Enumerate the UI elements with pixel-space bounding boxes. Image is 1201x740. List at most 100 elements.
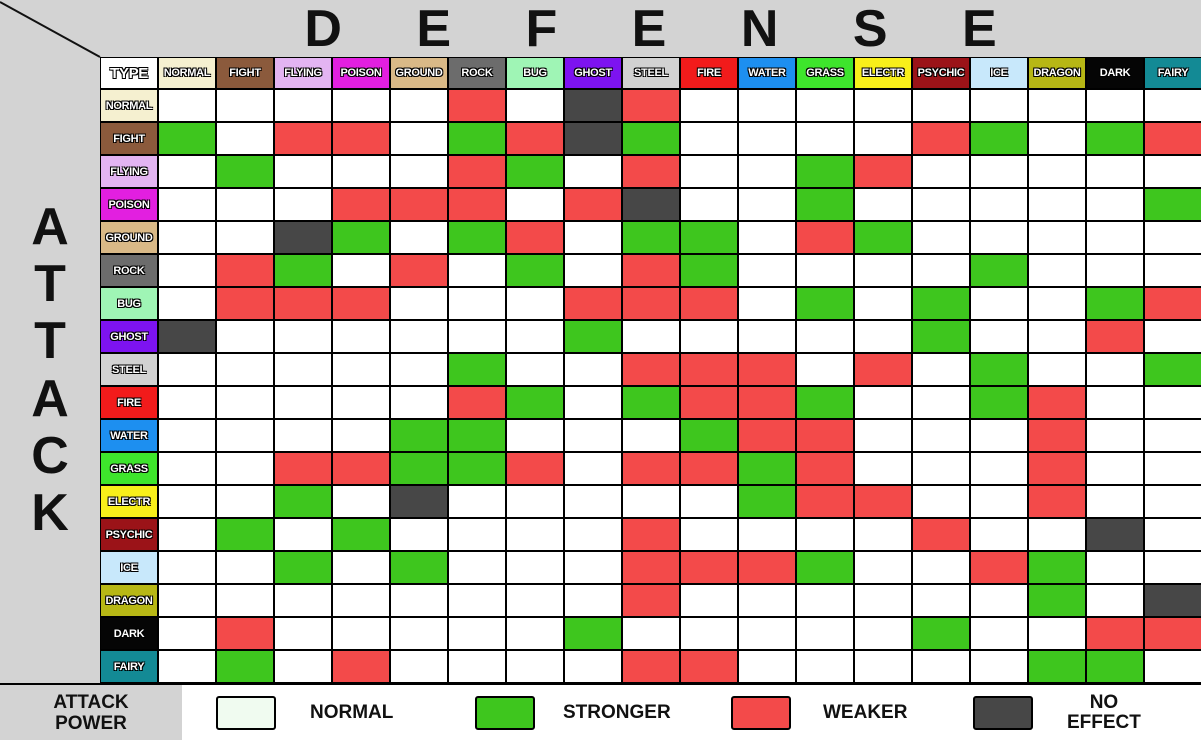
attack-header-rock: ROCK [101, 255, 157, 286]
matchup-cell-normal [391, 585, 447, 616]
attack-header-ghost: GHOST [101, 321, 157, 352]
legend-title-line: POWER [55, 712, 127, 734]
matchup-cell-normal [565, 552, 621, 583]
attack-header-electr: ELECTR [101, 486, 157, 517]
matchup-cell-stronger [275, 552, 331, 583]
matchup-cell-normal [1087, 585, 1143, 616]
matchup-cell-weaker [623, 552, 679, 583]
matchup-cell-normal [1145, 519, 1201, 550]
matchup-cell-weaker [913, 123, 969, 154]
matchup-cell-normal [681, 321, 737, 352]
attack-header-ice: ICE [101, 552, 157, 583]
matchup-cell-normal [449, 618, 505, 649]
matchup-cell-normal [913, 420, 969, 451]
matchup-cell-weaker [275, 288, 331, 319]
matchup-cell-normal [217, 585, 273, 616]
matchup-cell-normal [913, 387, 969, 418]
corner-diagonal-line [0, 1, 101, 58]
matchup-cell-stronger [449, 420, 505, 451]
matchup-cell-stronger [449, 123, 505, 154]
matchup-cell-normal [391, 387, 447, 418]
matchup-cell-weaker [449, 156, 505, 187]
matchup-cell-weaker [1145, 123, 1201, 154]
matchup-cell-stronger [797, 552, 853, 583]
matchup-cell-normal [217, 387, 273, 418]
matchup-cell-normal [565, 156, 621, 187]
defense-header-ice: ICE [971, 58, 1027, 88]
legend-swatch-weaker [731, 695, 791, 730]
matchup-cell-normal [855, 552, 911, 583]
matchup-cell-normal [217, 189, 273, 220]
legend-label-stronger: STRONGER [563, 701, 671, 723]
matchup-cell-stronger [1029, 585, 1085, 616]
matchup-cell-normal [797, 354, 853, 385]
matchup-cell-normal [913, 354, 969, 385]
matchup-cell-weaker [333, 123, 389, 154]
matchup-cell-normal [391, 618, 447, 649]
legend-label-no-effect: NO EFFECT [1067, 692, 1141, 733]
matchup-cell-stronger [971, 387, 1027, 418]
defense-header-ground: GROUND [391, 58, 447, 88]
matchup-cell-normal [507, 189, 563, 220]
matchup-cell-normal [855, 189, 911, 220]
matchup-cell-normal [275, 585, 331, 616]
matchup-cell-weaker [507, 453, 563, 484]
matchup-cell-weaker [623, 651, 679, 682]
matchup-cell-normal [507, 651, 563, 682]
matchup-cell-stronger [1087, 123, 1143, 154]
matchup-cell-no-effect [1087, 519, 1143, 550]
matchup-cell-normal [275, 387, 331, 418]
matchup-cell-normal [913, 90, 969, 121]
matchup-cell-normal [797, 123, 853, 154]
matchup-cell-no-effect [565, 90, 621, 121]
matchup-cell-weaker [507, 222, 563, 253]
matchup-cell-normal [275, 519, 331, 550]
matchup-cell-stronger [623, 387, 679, 418]
matchup-cell-normal [855, 90, 911, 121]
matchup-cell-stronger [1145, 189, 1201, 220]
matchup-cell-weaker [623, 585, 679, 616]
matchup-cell-weaker [565, 189, 621, 220]
matchup-cell-weaker [623, 288, 679, 319]
matchup-cell-normal [855, 618, 911, 649]
matchup-cell-normal [391, 288, 447, 319]
matchup-cell-normal [971, 618, 1027, 649]
matchup-cell-normal [333, 321, 389, 352]
matchup-cell-normal [217, 420, 273, 451]
matchup-cell-normal [797, 519, 853, 550]
attack-header-fairy: FAIRY [101, 651, 157, 682]
matchup-cell-weaker [681, 552, 737, 583]
matchup-cell-normal [855, 420, 911, 451]
matchup-cell-stronger [913, 288, 969, 319]
matchup-cell-normal [681, 618, 737, 649]
matchup-cell-stronger [1029, 552, 1085, 583]
matchup-cell-normal [565, 486, 621, 517]
matchup-cell-normal [507, 618, 563, 649]
matchup-cell-weaker [449, 189, 505, 220]
matchup-cell-normal [739, 519, 795, 550]
matchup-cell-normal [913, 486, 969, 517]
matchup-cell-normal [159, 156, 215, 187]
matchup-cell-normal [739, 321, 795, 352]
matchup-cell-normal [449, 288, 505, 319]
matchup-cell-normal [159, 90, 215, 121]
matchup-cell-normal [1029, 288, 1085, 319]
legend-item-normal: NORMAL [216, 685, 393, 740]
matchup-cell-weaker [333, 189, 389, 220]
matchup-cell-normal [449, 651, 505, 682]
matchup-cell-weaker [681, 288, 737, 319]
matchup-cell-normal [565, 453, 621, 484]
matchup-cell-normal [797, 321, 853, 352]
matchup-cell-normal [1145, 453, 1201, 484]
matchup-cell-normal [623, 321, 679, 352]
matchup-cell-stronger [391, 420, 447, 451]
matchup-cell-normal [333, 618, 389, 649]
matchup-cell-normal [1087, 90, 1143, 121]
matchup-cell-normal [855, 387, 911, 418]
matchup-cell-weaker [1029, 453, 1085, 484]
matchup-cell-weaker [623, 519, 679, 550]
matchup-cell-stronger [449, 453, 505, 484]
type-chart: TYPE NORMAL FIGHT FLYING POISON GROUND ROCK BUG… [100, 57, 1201, 683]
matchup-cell-normal [275, 420, 331, 451]
matchup-cell-normal [507, 288, 563, 319]
